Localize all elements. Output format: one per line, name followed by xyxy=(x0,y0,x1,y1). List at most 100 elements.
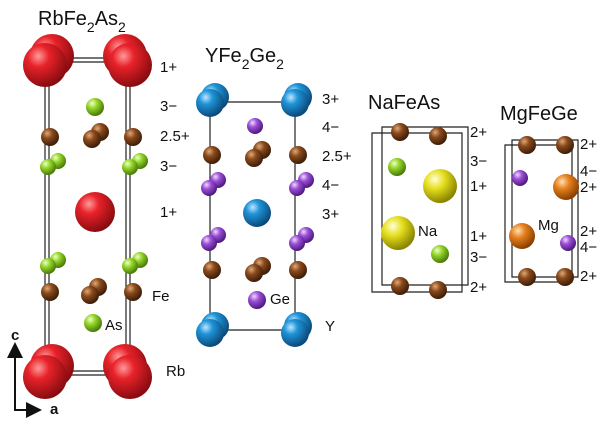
unit-cell-edge xyxy=(381,126,469,286)
charge-label: 3+ xyxy=(322,206,339,223)
atom xyxy=(423,169,457,203)
atom xyxy=(556,136,574,154)
charge-label: 4− xyxy=(322,119,339,136)
atom xyxy=(509,223,535,249)
atom xyxy=(81,286,99,304)
charge-label: 3− xyxy=(160,98,177,115)
structure-title: NaFeAs xyxy=(368,92,440,114)
charge-label: 3− xyxy=(470,249,487,266)
atom xyxy=(289,235,305,251)
atom xyxy=(245,264,263,282)
atom xyxy=(391,123,409,141)
title-part: 2 xyxy=(242,56,250,72)
atom xyxy=(512,170,528,186)
charge-label: 1+ xyxy=(470,228,487,245)
structure-title: RbFe2As2 xyxy=(38,8,126,34)
atom xyxy=(108,355,152,399)
charge-label: 2+ xyxy=(470,124,487,141)
title-part: NaFeAs xyxy=(368,92,440,114)
atom-label: Na xyxy=(418,223,438,240)
atom xyxy=(429,281,447,299)
atom xyxy=(245,149,263,167)
atom-label: Y xyxy=(325,318,335,335)
title-part: As xyxy=(95,8,118,30)
atom xyxy=(122,159,138,175)
charge-label: 2.5+ xyxy=(160,128,190,145)
atom xyxy=(201,180,217,196)
title-part: YFe xyxy=(205,45,242,67)
atom xyxy=(23,355,67,399)
atom-label: Mg xyxy=(538,217,559,234)
charge-label: 2+ xyxy=(470,279,487,296)
atom xyxy=(196,319,224,347)
title-part: MgFeGe xyxy=(500,103,578,125)
atom xyxy=(23,43,67,87)
atom xyxy=(203,261,221,279)
atom xyxy=(429,127,447,145)
atom xyxy=(247,118,263,134)
title-part: RbFe xyxy=(38,8,87,30)
atom xyxy=(86,98,104,116)
charge-label: 2+ xyxy=(580,223,597,240)
atom xyxy=(289,180,305,196)
atom xyxy=(203,146,221,164)
atom xyxy=(40,258,56,274)
atom xyxy=(41,128,59,146)
title-part: 2 xyxy=(118,19,126,35)
charge-label: 1+ xyxy=(470,178,487,195)
atom-label: Rb xyxy=(166,363,185,380)
charge-label: 2+ xyxy=(580,268,597,285)
title-part: 2 xyxy=(87,19,95,35)
charge-label: 1+ xyxy=(160,204,177,221)
atom xyxy=(243,199,271,227)
charge-label: 4− xyxy=(580,163,597,180)
atom xyxy=(518,268,536,286)
atom-label: Fe xyxy=(152,288,170,305)
charge-label: 2+ xyxy=(580,136,597,153)
charge-label: 2+ xyxy=(580,179,597,196)
unit-cell-edge xyxy=(371,132,463,293)
atom xyxy=(122,258,138,274)
atom xyxy=(391,277,409,295)
atom xyxy=(560,235,576,251)
atom xyxy=(201,235,217,251)
charge-label: 1+ xyxy=(160,59,177,76)
atom xyxy=(431,245,449,263)
atom xyxy=(124,128,142,146)
atom xyxy=(518,136,536,154)
atom xyxy=(83,130,101,148)
axis-label: c xyxy=(11,327,19,344)
atom xyxy=(84,314,102,332)
atom xyxy=(381,216,415,250)
charge-label: 4− xyxy=(322,177,339,194)
atom xyxy=(75,192,115,232)
atom xyxy=(388,158,406,176)
charge-label: 3− xyxy=(470,153,487,170)
charge-label: 4− xyxy=(580,239,597,256)
atom xyxy=(196,89,224,117)
unit-cell-edge xyxy=(511,139,579,278)
charge-label: 3+ xyxy=(322,91,339,108)
charge-label: 2.5+ xyxy=(322,148,352,165)
atom xyxy=(289,261,307,279)
atom xyxy=(553,174,579,200)
structure-title: YFe2Ge2 xyxy=(205,45,284,71)
unit-cell-edge xyxy=(504,144,573,283)
axis-label: a xyxy=(50,401,59,418)
atom xyxy=(40,159,56,175)
charge-label: 3− xyxy=(160,158,177,175)
atom xyxy=(248,291,266,309)
atom xyxy=(281,89,309,117)
atom xyxy=(289,146,307,164)
atom xyxy=(41,283,59,301)
title-part: 2 xyxy=(276,56,284,72)
atom-label: As xyxy=(105,317,123,334)
atom xyxy=(108,43,152,87)
atom xyxy=(281,319,309,347)
atom xyxy=(124,283,142,301)
atom xyxy=(556,268,574,286)
atom-label: Ge xyxy=(270,291,290,308)
title-part: Ge xyxy=(249,45,276,67)
structure-title: MgFeGe xyxy=(500,103,578,125)
